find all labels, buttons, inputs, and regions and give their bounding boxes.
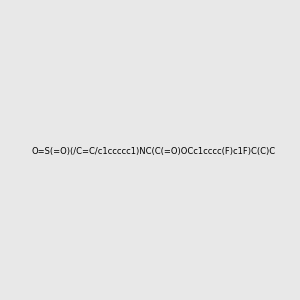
Text: O=S(=O)(/C=C/c1ccccc1)NC(C(=O)OCc1cccc(F)c1F)C(C)C: O=S(=O)(/C=C/c1ccccc1)NC(C(=O)OCc1cccc(F… (32, 147, 276, 156)
